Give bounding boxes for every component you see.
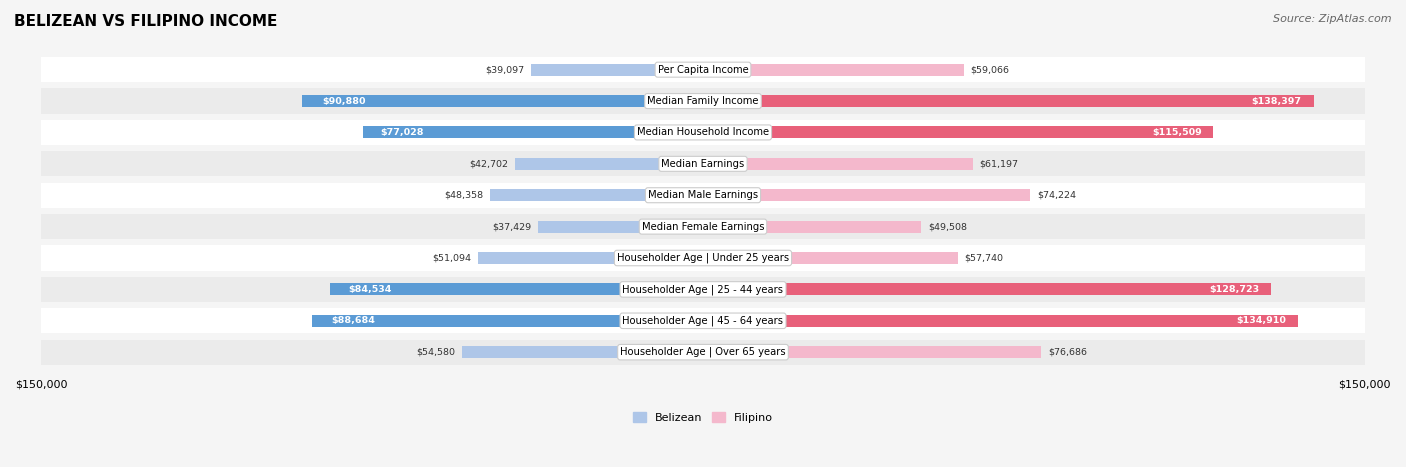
Bar	[41, 89, 1365, 113]
Bar	[41, 308, 1365, 333]
Bar	[302, 95, 703, 107]
Bar	[703, 315, 1298, 327]
Text: $138,397: $138,397	[1251, 97, 1302, 106]
Bar	[363, 127, 703, 138]
Text: $59,066: $59,066	[970, 65, 1010, 74]
Text: Median Male Earnings: Median Male Earnings	[648, 190, 758, 200]
Bar	[41, 120, 1365, 145]
Bar	[463, 346, 703, 358]
Text: Per Capita Income: Per Capita Income	[658, 64, 748, 75]
Text: $57,740: $57,740	[965, 254, 1004, 262]
Text: Householder Age | 45 - 64 years: Householder Age | 45 - 64 years	[623, 316, 783, 326]
Bar	[312, 315, 703, 327]
Text: $115,509: $115,509	[1153, 128, 1202, 137]
Bar	[703, 95, 1313, 107]
Text: $48,358: $48,358	[444, 191, 484, 200]
Text: $76,686: $76,686	[1047, 347, 1087, 357]
Bar	[41, 277, 1365, 302]
Legend: Belizean, Filipino: Belizean, Filipino	[628, 408, 778, 427]
Text: $61,197: $61,197	[980, 159, 1018, 168]
Bar	[41, 214, 1365, 239]
Bar	[538, 220, 703, 233]
Text: Householder Age | 25 - 44 years: Householder Age | 25 - 44 years	[623, 284, 783, 295]
Bar	[703, 64, 963, 76]
Bar	[41, 57, 1365, 82]
Bar	[41, 183, 1365, 208]
Text: $88,684: $88,684	[332, 316, 375, 325]
Text: Householder Age | Over 65 years: Householder Age | Over 65 years	[620, 347, 786, 357]
Text: $51,094: $51,094	[432, 254, 471, 262]
Text: $77,028: $77,028	[380, 128, 423, 137]
Text: Householder Age | Under 25 years: Householder Age | Under 25 years	[617, 253, 789, 263]
Text: Median Female Earnings: Median Female Earnings	[641, 222, 765, 232]
Bar	[489, 189, 703, 201]
Text: $39,097: $39,097	[485, 65, 524, 74]
Bar	[330, 283, 703, 295]
Text: $54,580: $54,580	[416, 347, 456, 357]
Text: $37,429: $37,429	[492, 222, 531, 231]
Bar	[703, 189, 1031, 201]
Text: $74,224: $74,224	[1038, 191, 1076, 200]
Text: $134,910: $134,910	[1236, 316, 1286, 325]
Text: Median Household Income: Median Household Income	[637, 127, 769, 137]
Bar	[41, 246, 1365, 270]
Text: Median Earnings: Median Earnings	[661, 159, 745, 169]
Text: Source: ZipAtlas.com: Source: ZipAtlas.com	[1274, 14, 1392, 24]
Bar	[515, 158, 703, 170]
Text: $42,702: $42,702	[470, 159, 508, 168]
Bar	[703, 346, 1042, 358]
Text: $90,880: $90,880	[322, 97, 366, 106]
Text: $84,534: $84,534	[349, 285, 392, 294]
Bar	[703, 158, 973, 170]
Text: BELIZEAN VS FILIPINO INCOME: BELIZEAN VS FILIPINO INCOME	[14, 14, 277, 29]
Bar	[703, 252, 957, 264]
Bar	[530, 64, 703, 76]
Text: $128,723: $128,723	[1209, 285, 1260, 294]
Text: $49,508: $49,508	[928, 222, 967, 231]
Bar	[41, 340, 1365, 365]
Bar	[478, 252, 703, 264]
Bar	[703, 283, 1271, 295]
Bar	[703, 127, 1212, 138]
Bar	[41, 151, 1365, 177]
Bar	[703, 220, 921, 233]
Text: Median Family Income: Median Family Income	[647, 96, 759, 106]
